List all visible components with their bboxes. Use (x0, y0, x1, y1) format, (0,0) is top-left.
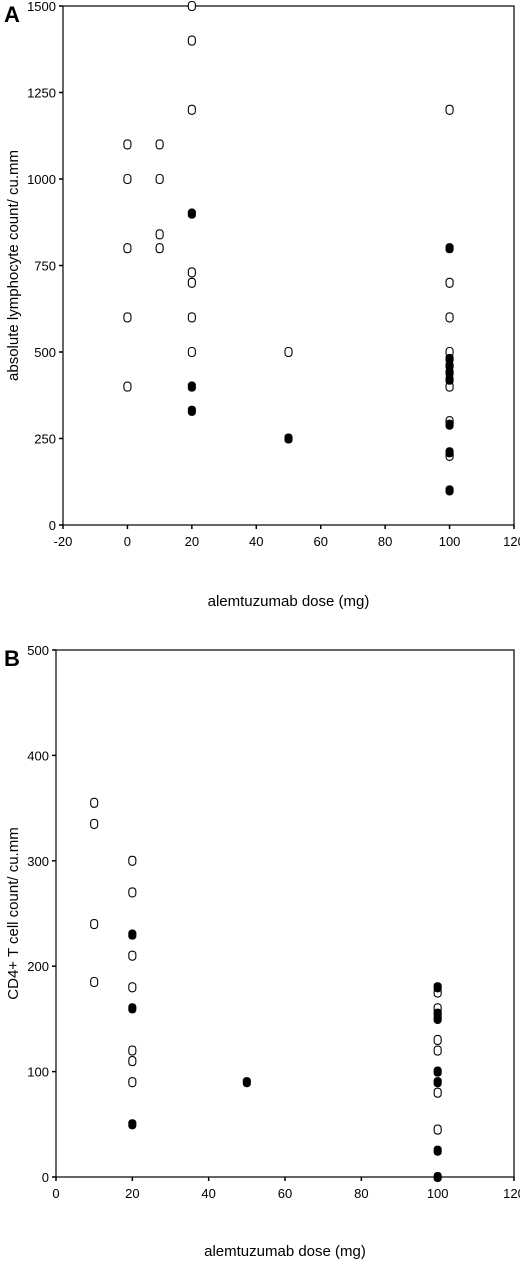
x-tick-label: 40 (201, 1186, 215, 1201)
data-point-open (90, 976, 99, 988)
data-point-filled (433, 1013, 442, 1024)
data-point-open (187, 0, 196, 12)
data-point-filled (187, 405, 196, 416)
data-point-filled (187, 381, 196, 392)
data-point-open (128, 1056, 137, 1067)
data-point-filled (187, 208, 196, 219)
data-point-filled (445, 374, 454, 385)
data-point-open (128, 982, 137, 993)
data-point-filled (128, 1003, 137, 1014)
data-point-open (187, 277, 196, 288)
data-point-open (123, 381, 132, 392)
data-point-filled (128, 1119, 137, 1130)
x-tick-label: 0 (124, 534, 131, 549)
y-tick-label: 1250 (27, 86, 56, 101)
data-point-open (90, 918, 99, 930)
data-point-filled (445, 447, 454, 458)
data-point-open (155, 243, 164, 254)
y-tick-label: 750 (34, 259, 56, 274)
y-tick-label: 400 (27, 748, 49, 763)
data-point-open (445, 312, 454, 323)
data-point-open (187, 312, 196, 323)
x-tick-label: 60 (278, 1186, 292, 1201)
y-tick-label: 0 (49, 518, 56, 533)
data-point-open (123, 312, 132, 323)
data-point-open (128, 1077, 137, 1088)
data-point-open (155, 173, 164, 185)
data-point-open (128, 1045, 137, 1056)
data-point-filled (433, 1077, 442, 1088)
data-point-filled (284, 433, 293, 444)
data-point-open (187, 104, 196, 115)
data-point-open (155, 229, 164, 240)
y-axis-title: absolute lymphocyte count/ cu.mm (5, 150, 22, 381)
x-tick-label: 20 (125, 1186, 139, 1201)
data-point-filled (433, 982, 442, 993)
data-point-open (90, 797, 99, 808)
data-point-open (445, 104, 454, 115)
plot-frame (55, 649, 515, 1178)
x-tick-label: 80 (354, 1186, 368, 1201)
x-tick-label: 120 (503, 1186, 520, 1201)
data-point-filled (433, 1145, 442, 1156)
y-tick-label: 250 (34, 432, 56, 447)
data-point-open (445, 277, 454, 288)
x-axis-title: alemtuzumab dose (mg) (204, 1243, 366, 1260)
data-point-open (128, 855, 137, 866)
x-tick-label: 60 (313, 534, 327, 549)
y-tick-label: 1000 (27, 172, 56, 187)
x-tick-label: 100 (439, 534, 461, 549)
y-tick-label: 0 (42, 1170, 49, 1185)
y-tick-label: 1500 (27, 0, 56, 14)
panel-label: A (4, 2, 20, 27)
chart-panel-a: A-20020406080100120025050075010001250150… (4, 0, 520, 610)
data-point-open (187, 35, 196, 46)
plot-frame (62, 5, 515, 526)
data-point-open (433, 1034, 442, 1046)
y-tick-label: 200 (27, 959, 49, 974)
x-tick-label: 80 (378, 534, 392, 549)
data-point-open (123, 173, 132, 185)
chart-panel-b: B 0 20 40 60 80 100 120 0 100 200 300 400 500 alemtuzu… (4, 643, 520, 1260)
y-tick-label: 500 (34, 345, 56, 360)
data-point-filled (242, 1077, 251, 1088)
y-tick-label: 300 (27, 854, 49, 869)
y-axis-title: CD4+ T cell count/ cu.mm (5, 827, 22, 999)
data-point-open (128, 950, 137, 961)
data-point-filled (128, 929, 137, 940)
data-point-open (433, 1124, 442, 1135)
data-point-filled (445, 243, 454, 254)
data-point-open (433, 1045, 442, 1056)
x-tick-label: 120 (503, 534, 520, 549)
data-point-open (90, 818, 99, 829)
data-point-open (123, 243, 132, 254)
data-point-open (128, 887, 137, 898)
panel-label: B (4, 646, 20, 671)
x-axis-title: alemtuzumab dose (mg) (208, 593, 370, 610)
data-point-filled (433, 1066, 442, 1077)
x-tick-label: 20 (185, 534, 199, 549)
x-tick-label: -20 (54, 534, 73, 549)
y-tick-label: 100 (27, 1065, 49, 1080)
x-tick-label: 0 (52, 1186, 59, 1201)
y-tick-label: 500 (27, 643, 49, 658)
data-point-filled (433, 1171, 442, 1183)
data-point-filled (445, 485, 454, 496)
data-point-open (284, 346, 293, 358)
data-point-open (433, 1087, 442, 1098)
x-tick-label: 100 (427, 1186, 449, 1201)
data-point-filled (445, 419, 454, 430)
data-point-open (155, 139, 164, 150)
data-point-open (187, 267, 196, 278)
data-point-open (187, 346, 196, 358)
x-tick-label: 40 (249, 534, 263, 549)
data-point-open (123, 139, 132, 150)
